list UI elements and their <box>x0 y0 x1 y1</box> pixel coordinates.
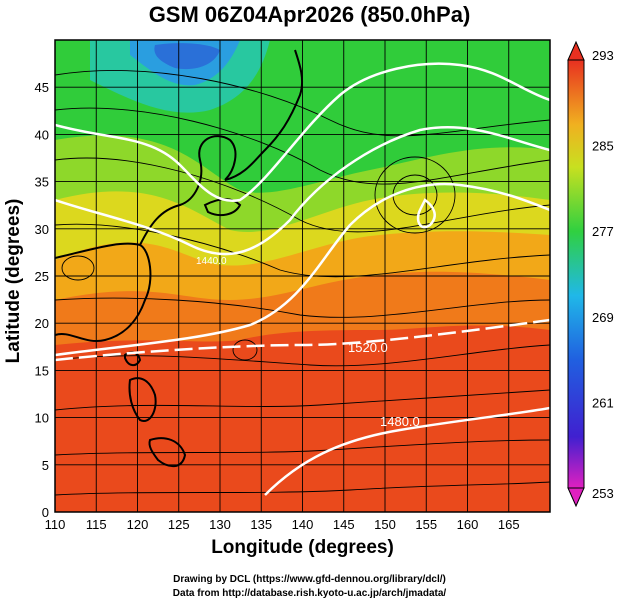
y-tick-label: 5 <box>42 458 49 473</box>
colorbar: 293 285 277 269 261 253 <box>567 40 614 508</box>
credit-drawing: Drawing by DCL (https://www.gfd-dennou.o… <box>173 574 446 585</box>
plot-frame <box>54 39 551 513</box>
x-tick-label: 120 <box>127 517 149 532</box>
x-tick-label: 110 <box>45 517 66 532</box>
credit-data: Data from http://database.rish.kyoto-u.a… <box>172 588 447 599</box>
x-tick-label: 115 <box>86 517 107 532</box>
x-tick-label: 155 <box>415 517 437 532</box>
colorbar-tick-label: 253 <box>592 486 614 501</box>
y-tick-label: 25 <box>35 269 49 284</box>
contour-label-1440: 1440.0 <box>196 256 227 267</box>
colorbar-scale <box>567 59 585 489</box>
colorbar-tick-label: 285 <box>592 139 614 154</box>
x-axis: 110 115 120 125 130 135 140 145 150 155 160 165 <box>45 517 520 532</box>
coastline <box>55 49 304 468</box>
y-tick-label: 35 <box>35 175 49 190</box>
y-axis-label: Latitude (degrees) <box>3 198 24 364</box>
contour-label-group: 1520.0 1480.0 1440.0 <box>196 256 420 429</box>
x-tick-label: 140 <box>292 517 314 532</box>
x-axis-label: Longitude (degrees) <box>211 537 394 558</box>
y-tick-label: 40 <box>35 127 49 142</box>
x-tick-label: 145 <box>333 517 355 532</box>
x-tick-label: 160 <box>457 517 479 532</box>
height-contours <box>55 62 550 496</box>
colorbar-tick-label: 277 <box>592 224 614 239</box>
y-axis: 0 5 10 15 20 25 30 35 40 45 <box>35 80 49 520</box>
x-tick-label: 130 <box>209 517 231 532</box>
x-tick-label: 135 <box>250 517 272 532</box>
colorbar-tick-label: 261 <box>592 395 614 410</box>
x-tick-label: 125 <box>168 517 190 532</box>
y-tick-label: 20 <box>35 316 49 331</box>
colorbar-tick-label: 293 <box>592 48 614 63</box>
colorbar-tick-label: 269 <box>592 310 614 325</box>
contour-label-1520: 1520.0 <box>348 340 388 355</box>
contour-label-1480: 1480.0 <box>380 414 420 429</box>
x-tick-label: 150 <box>374 517 396 532</box>
y-tick-label: 10 <box>35 411 49 426</box>
y-tick-label: 0 <box>42 505 49 520</box>
chart-title: GSM 06Z04Apr2026 (850.0hPa) <box>148 2 471 27</box>
x-tick-label: 165 <box>498 517 520 532</box>
y-tick-label: 15 <box>35 363 49 378</box>
y-tick-label: 30 <box>35 222 49 237</box>
y-tick-label: 45 <box>35 80 49 95</box>
